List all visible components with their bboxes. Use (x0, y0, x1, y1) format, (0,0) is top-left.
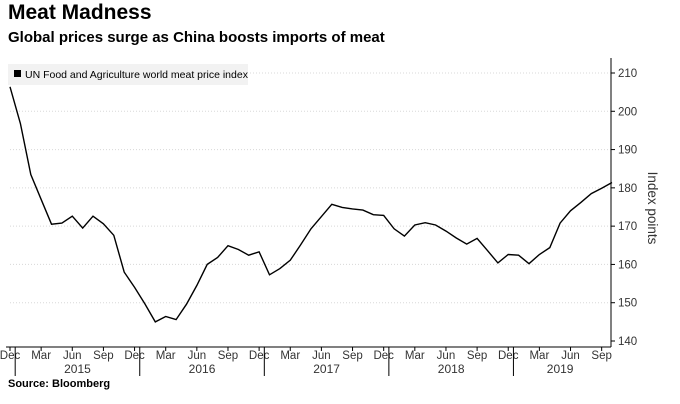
grid-lines (10, 72, 611, 304)
x-tick-label: Mar (529, 350, 549, 362)
legend-swatch (14, 70, 21, 77)
legend-background (8, 64, 248, 85)
year-label: 2017 (313, 362, 340, 376)
source-note: Source: Bloomberg (8, 378, 111, 390)
y-tick-label: 170 (618, 221, 637, 233)
y-axis-ticks: 140 150 160 170 180 190 200 210 (610, 58, 637, 348)
x-axis: Dec Mar Jun Sep Dec Mar Jun Sep Dec Mar Jun Sep Dec M… (0, 346, 612, 376)
y-tick-label: 180 (618, 183, 637, 195)
x-tick-label: Jun (437, 350, 456, 362)
x-tick-label: Jun (561, 350, 580, 362)
x-tick-label: Mar (405, 350, 425, 362)
x-tick-label: Sep (591, 350, 611, 362)
y-tick-label: 150 (618, 298, 637, 310)
legend: UN Food and Agriculture world meat price… (8, 64, 249, 85)
x-tick-label: Sep (218, 350, 238, 362)
legend-entry: UN Food and Agriculture world meat price… (25, 69, 249, 81)
x-tick-label: Jun (63, 350, 82, 362)
x-tick-label: Dec (373, 350, 394, 362)
x-tick-label: Jun (312, 350, 331, 362)
x-tick-label: Dec (124, 350, 145, 362)
chart-subtitle: Global prices surge as China boosts impo… (8, 29, 385, 46)
year-label: 2016 (189, 362, 216, 376)
x-tick-label: Mar (280, 350, 300, 362)
x-tick-label: Dec (498, 350, 519, 362)
chart-title: Meat Madness (8, 1, 152, 24)
x-tick-label: Sep (93, 350, 113, 362)
x-tick-label: Mar (156, 350, 176, 362)
x-tick-label: Dec (249, 350, 270, 362)
x-tick-label: Mar (31, 350, 51, 362)
year-label: 2015 (64, 362, 91, 376)
y-tick-label: 190 (618, 145, 637, 157)
x-tick-label: Sep (467, 350, 487, 362)
y-tick-label: 160 (618, 259, 637, 271)
y-tick-label: 200 (618, 106, 637, 118)
x-tick-label: Jun (188, 350, 207, 362)
x-tick-label: Dec (0, 350, 20, 362)
y-axis-label: Index points (645, 172, 660, 245)
series-line-meat-price-index (9, 86, 613, 323)
y-tick-label: 210 (618, 68, 637, 80)
y-tick-label: 140 (618, 336, 637, 348)
year-label: 2018 (438, 362, 465, 376)
year-label: 2019 (547, 362, 574, 376)
x-tick-label: Sep (342, 350, 362, 362)
